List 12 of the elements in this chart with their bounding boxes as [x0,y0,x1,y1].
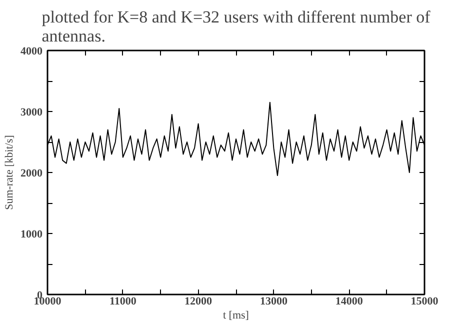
y-tick-label: 2000 [20,168,43,180]
chart-title: plotted for K=8 and K=32 users with different number of antennas. [42,8,431,46]
x-axis-title: t [ms] [223,310,249,322]
x-tick-label: 11000 [109,296,137,308]
x-tick-label: 15000 [410,296,439,308]
x-tick-label: 13000 [260,296,288,308]
y-tick-label: 1000 [20,228,43,240]
x-tick-label: 14000 [335,296,364,308]
y-tick-label: 3000 [20,106,43,118]
x-tick-label: 12000 [184,296,213,308]
y-axis-title: Sum-rate [kbit/s] [4,135,16,210]
y-tick-label: 4000 [20,46,43,58]
